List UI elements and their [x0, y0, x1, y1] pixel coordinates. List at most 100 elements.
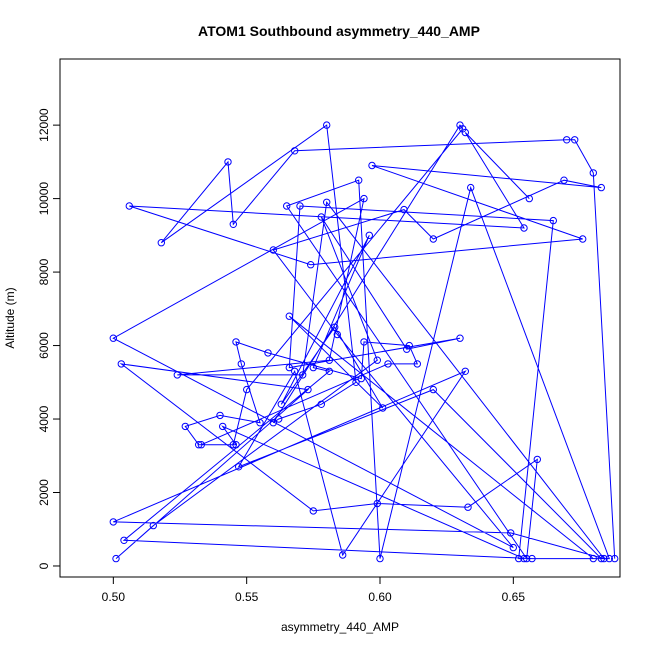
y-tick-label: 10000 — [37, 182, 51, 216]
data-point — [224, 158, 232, 166]
data-point — [269, 419, 277, 427]
data-point — [333, 330, 341, 339]
data-point — [325, 367, 333, 375]
data-point — [525, 194, 533, 203]
x-tick-label: 0.55 — [235, 590, 259, 604]
data-point — [376, 554, 384, 563]
y-tick-label: 12000 — [37, 108, 51, 142]
data-point — [597, 554, 605, 563]
data-point — [299, 371, 307, 379]
chart-title: ATOM1 Southbound asymmetry_440_AMP — [198, 23, 480, 39]
data-point — [520, 554, 528, 563]
data-point — [235, 463, 243, 471]
data-point — [352, 378, 360, 386]
data-point — [296, 202, 304, 210]
y-tick-label: 6000 — [37, 332, 51, 359]
plot-frame — [59, 58, 621, 578]
data-point — [563, 136, 571, 144]
data-point — [195, 441, 203, 449]
data-point — [219, 422, 227, 431]
data-point — [112, 554, 120, 563]
data-point — [560, 176, 568, 184]
data-point — [384, 360, 392, 368]
data-point — [605, 554, 613, 563]
data-point — [373, 499, 381, 508]
data-point — [533, 455, 541, 464]
data-point — [400, 205, 408, 214]
data-point — [285, 363, 293, 372]
y-axis: 0 2000 4000 6000 8000 10000 12000 — [37, 108, 60, 569]
series-line — [112, 124, 616, 561]
data-point — [459, 125, 467, 133]
data-point — [109, 518, 118, 526]
data-point — [229, 441, 238, 449]
data-point — [515, 554, 523, 563]
data-point — [216, 411, 224, 420]
x-tick-label: 0.60 — [368, 590, 392, 604]
data-point — [125, 202, 134, 210]
y-tick-label: 2000 — [37, 479, 51, 506]
data-point — [464, 503, 472, 511]
data-point — [317, 400, 325, 408]
data-point — [181, 422, 190, 431]
data-point — [403, 345, 411, 353]
data-point — [285, 312, 293, 320]
data-point — [291, 147, 299, 155]
data-point — [339, 551, 347, 559]
x-axis-label: asymmetry_440_AMP — [281, 620, 399, 634]
data-point — [528, 554, 536, 563]
data-point — [357, 374, 365, 383]
data-point — [507, 529, 515, 537]
data-point — [229, 220, 238, 229]
data-point — [117, 360, 126, 368]
data-point — [120, 536, 128, 544]
data-point — [379, 404, 387, 412]
data-point — [368, 161, 376, 170]
data-point — [237, 360, 246, 368]
x-tick-label: 0.50 — [102, 590, 126, 604]
data-point — [589, 169, 597, 177]
data-point — [429, 235, 437, 243]
data-point — [277, 400, 285, 408]
data-point — [197, 441, 206, 449]
data-point — [589, 554, 597, 563]
data-point — [157, 239, 166, 247]
y-tick-label: 4000 — [37, 405, 51, 432]
data-point — [149, 521, 158, 530]
data-point — [373, 356, 381, 364]
data-point — [509, 543, 517, 552]
data-point — [520, 224, 528, 232]
data-point — [283, 202, 291, 210]
data-point — [264, 349, 272, 357]
data-point — [549, 216, 557, 225]
data-point — [232, 338, 240, 346]
x-tick-label: 0.65 — [502, 590, 526, 604]
y-axis-label: Altitude (m) — [3, 287, 17, 348]
data-point — [579, 235, 587, 243]
data-point — [360, 194, 368, 203]
data-point — [456, 334, 464, 342]
y-tick-label: 0 — [37, 562, 51, 569]
data-point — [269, 246, 277, 254]
data-point — [365, 231, 373, 240]
y-tick-label: 8000 — [37, 258, 51, 285]
data-point — [413, 360, 421, 368]
data-point — [600, 554, 608, 563]
data-point — [611, 554, 619, 563]
data-point — [232, 441, 240, 449]
data-point — [173, 371, 182, 379]
data-point — [331, 323, 339, 331]
data-point — [355, 176, 363, 184]
data-point — [291, 367, 299, 375]
data-point — [109, 334, 118, 342]
data-point — [461, 367, 469, 375]
data-point — [360, 338, 368, 346]
data-point — [325, 356, 333, 364]
data-point — [323, 121, 331, 129]
x-axis: 0.50 0.55 0.60 0.65 — [102, 577, 526, 604]
data-point — [243, 385, 251, 394]
data-point — [317, 213, 325, 221]
data-point — [307, 261, 315, 269]
